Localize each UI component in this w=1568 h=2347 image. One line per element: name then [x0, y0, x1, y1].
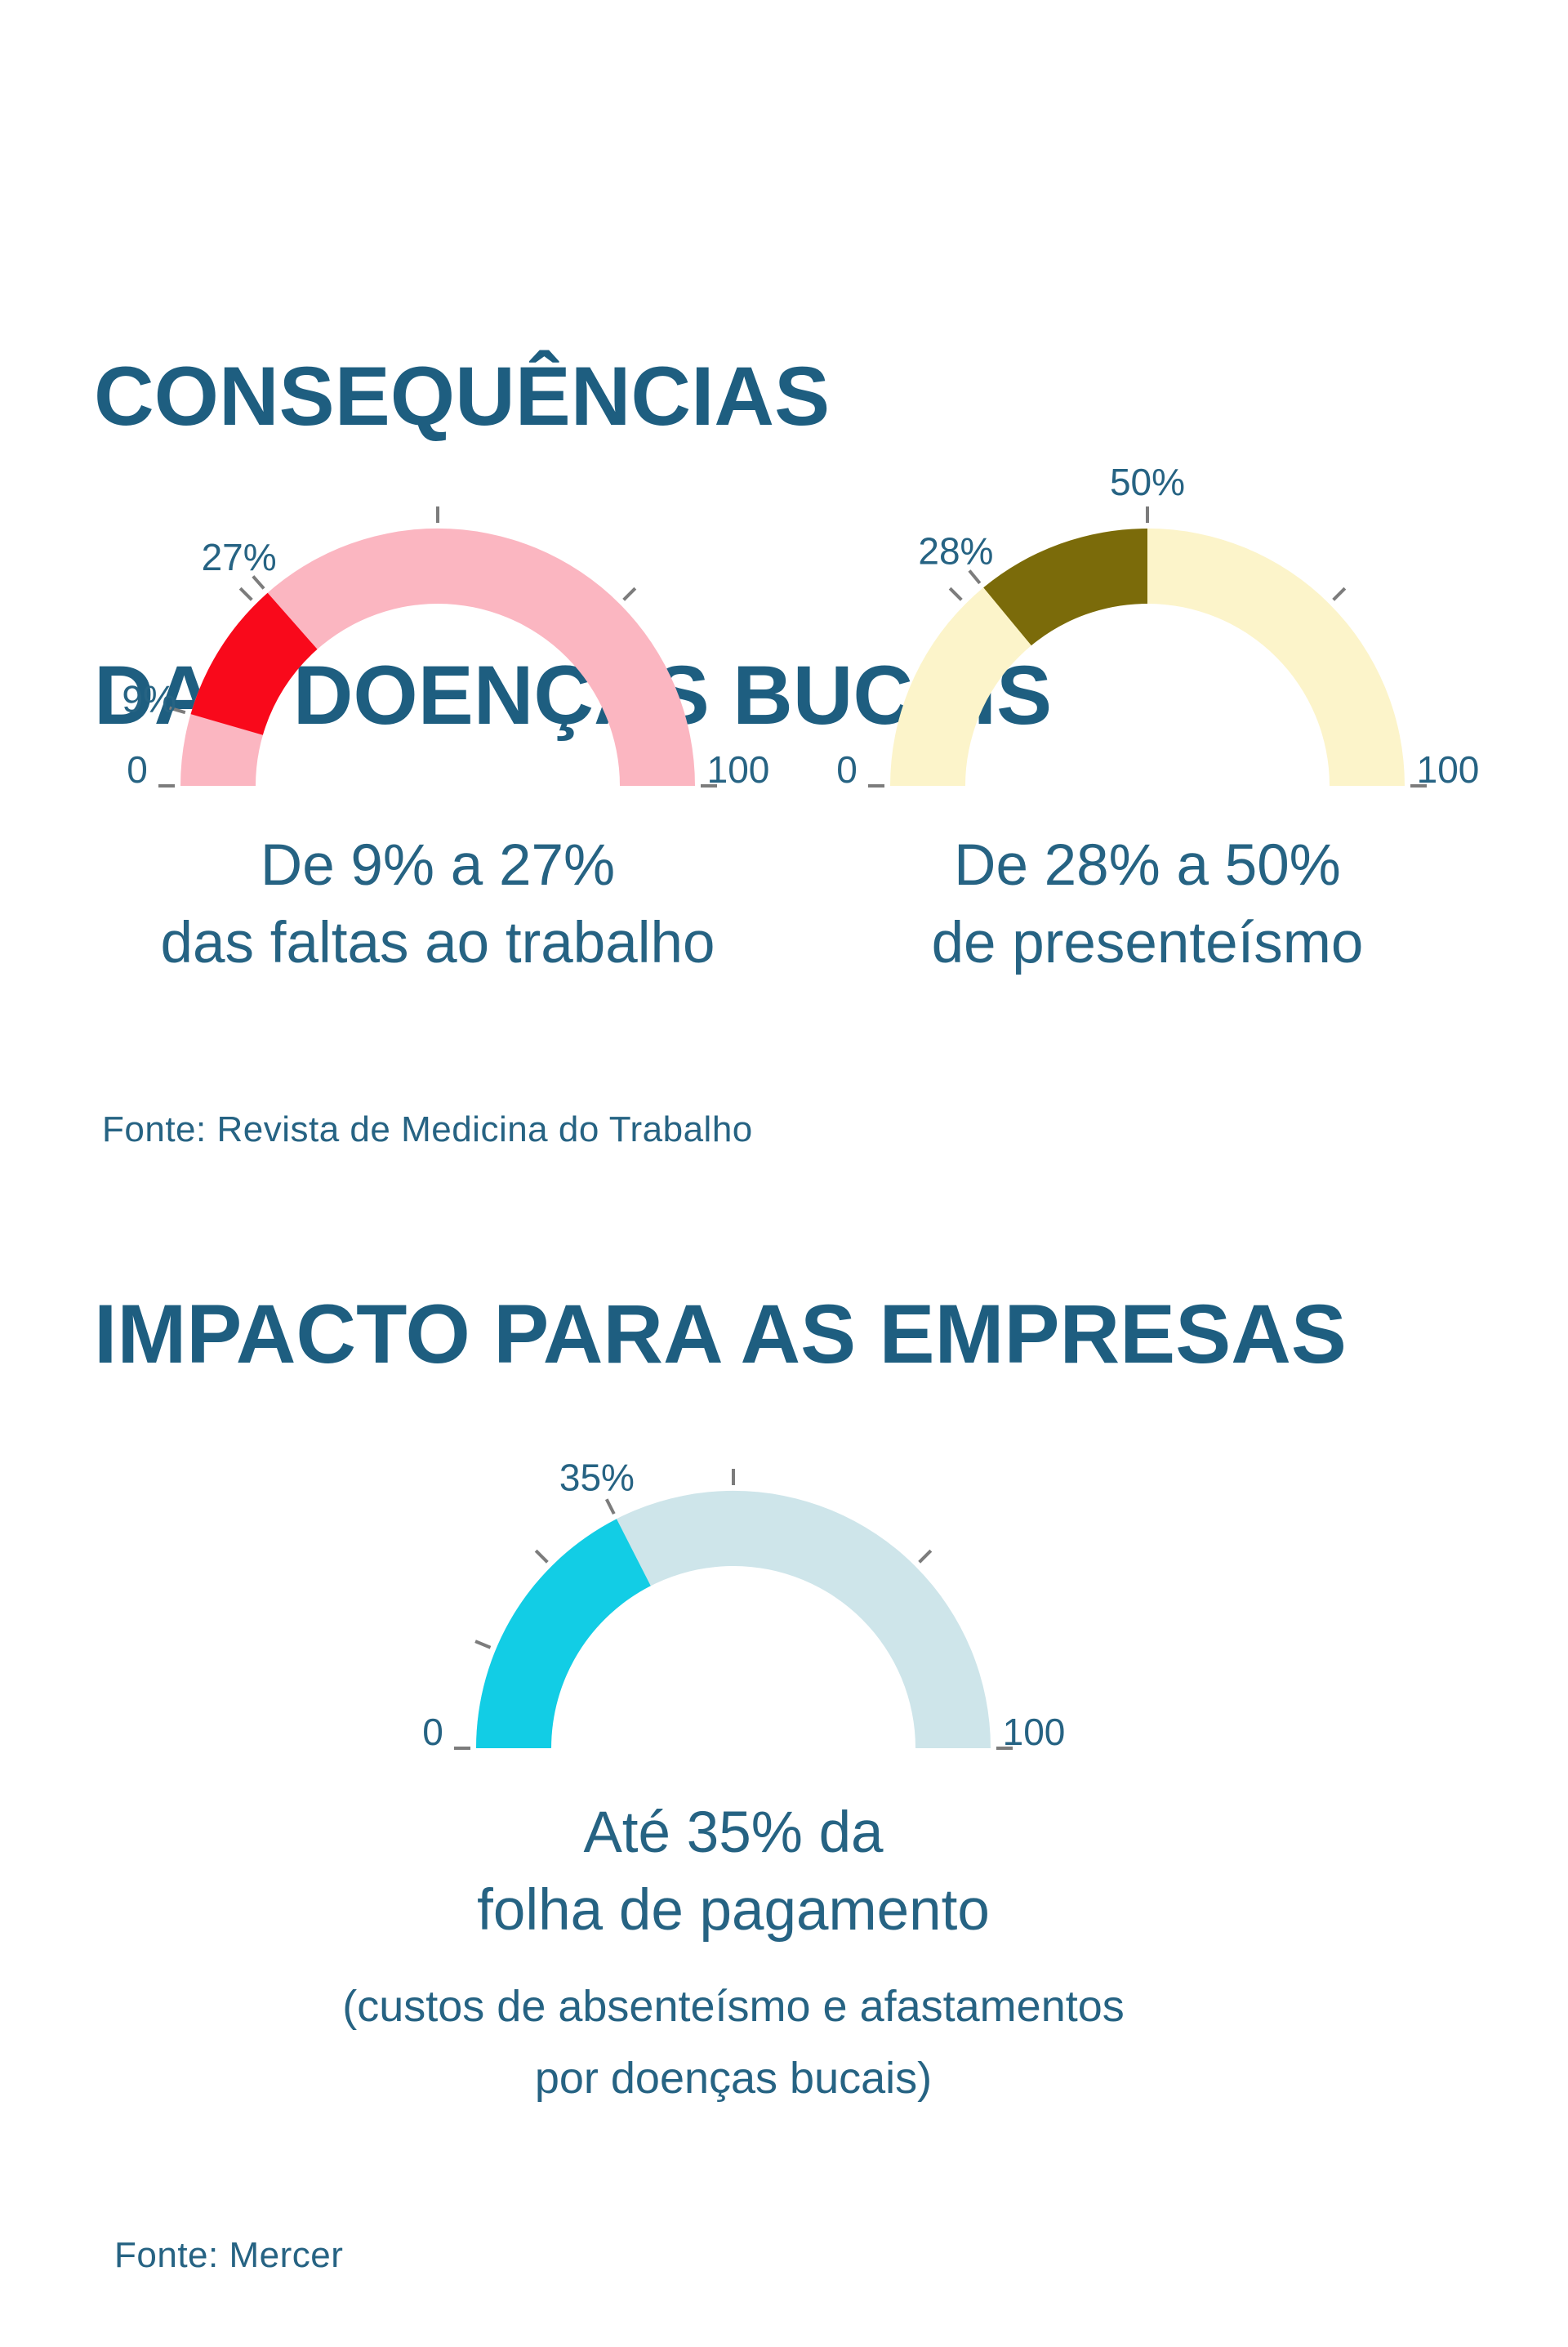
caption-line: De 28% a 50% — [954, 833, 1341, 898]
gauge-tick — [604, 1498, 616, 1515]
gauge-value-label: 9% — [122, 677, 176, 720]
gauge-axis-label: 100 — [1417, 748, 1480, 791]
gauge-axis-label: 0 — [836, 748, 858, 791]
title-line-1: CONSEQUÊNCIAS — [94, 350, 831, 443]
gauge-segment-arc — [476, 1519, 651, 1748]
gauge-track-arc — [180, 528, 695, 786]
section-impacto-title: IMPACTO PARA AS EMPRESAS — [94, 1287, 1347, 1381]
gauge-faltas-caption: De 9% a 27% das faltas ao trabalho — [62, 827, 813, 982]
gauge-folha-chart: 35% 0 100 — [374, 1426, 1093, 1772]
gauge-axis-label: 100 — [707, 748, 770, 791]
gauge-tick — [622, 587, 637, 601]
gauge-tick — [238, 587, 253, 601]
caption-line: De 9% a 27% — [260, 833, 616, 898]
gauge-faltas-chart: 9% 27% 0 100 — [78, 463, 797, 810]
gauge-segment-arc — [983, 529, 1147, 646]
gauge-folha-subcaption: (custos de absenteísmo e afastamentos po… — [268, 1970, 1199, 2114]
gauge-folha-caption: Até 35% da folha de pagamento — [358, 1794, 1109, 1949]
gauge-svg: 9% 27% 0 100 — [122, 506, 770, 791]
subcaption-line: por doenças bucais) — [534, 2054, 933, 2103]
gauge-tick — [918, 1549, 933, 1564]
gauge-segment-arc — [190, 592, 318, 735]
gauge-value-label: 28% — [918, 530, 993, 573]
gauge-presenteismo-chart: 28% 50% 0 100 — [788, 463, 1507, 810]
caption-line: de presenteísmo — [931, 911, 1364, 975]
gauge-axis-label: 0 — [127, 748, 148, 791]
gauge-tick — [252, 575, 265, 590]
gauge-value-label: 50% — [1110, 463, 1185, 503]
gauge-value-label: 35% — [559, 1456, 635, 1498]
subcaption-line: (custos de absenteísmo e afastamentos — [342, 1982, 1125, 2031]
gauge-tick — [968, 569, 982, 585]
source-mercer: Fonte: Mercer — [114, 2235, 344, 2275]
gauge-tick — [534, 1549, 549, 1564]
gauge-axis-label: 0 — [422, 1711, 443, 1753]
caption-line: Até 35% da — [583, 1800, 884, 1865]
gauge-axis-label: 100 — [1003, 1711, 1066, 1753]
gauge-tick — [169, 706, 186, 715]
gauge-tick — [474, 1640, 492, 1649]
gauge-presenteismo-caption: De 28% a 50% de presenteísmo — [772, 827, 1523, 982]
caption-line: das faltas ao trabalho — [160, 911, 715, 975]
gauge-value-label: 27% — [202, 536, 277, 578]
gauge-svg: 28% 50% 0 100 — [836, 463, 1480, 791]
caption-line: folha de pagamento — [477, 1878, 990, 1943]
source-revista: Fonte: Revista de Medicina do Trabalho — [102, 1109, 753, 1149]
gauge-svg: 35% 0 100 — [422, 1456, 1066, 1753]
gauge-tick — [1332, 587, 1347, 601]
gauge-tick — [948, 587, 963, 601]
